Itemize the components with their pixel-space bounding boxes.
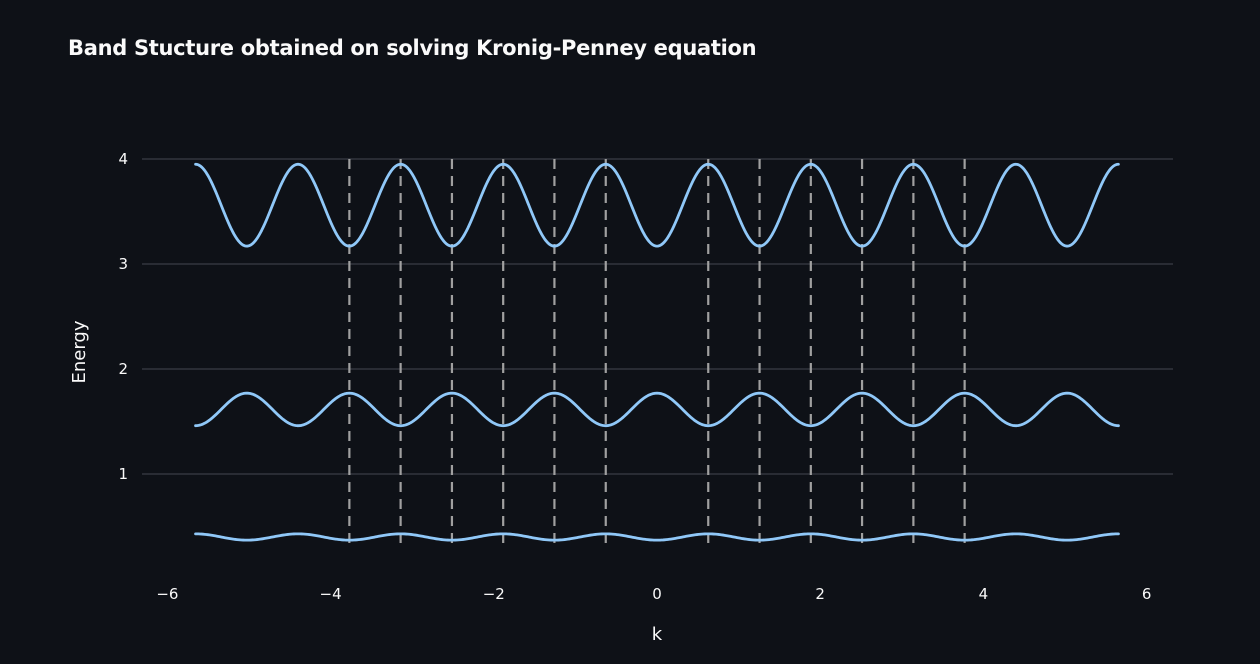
y-tick-label: 1	[118, 465, 128, 483]
x-tick-label: 2	[815, 585, 825, 603]
tick-labels: 1 2 3 4 −6 −4 −2 0 2 4 6	[118, 150, 1151, 603]
band-line[interactable]	[194, 162, 1120, 248]
band-lines[interactable]	[194, 162, 1120, 542]
chart-title: Band Stucture obtained on solving Kronig…	[68, 36, 757, 60]
band-line[interactable]	[194, 532, 1120, 542]
band-line[interactable]	[194, 391, 1120, 428]
x-tick-label: 4	[979, 585, 989, 603]
gridlines	[142, 158, 1173, 475]
y-axis-label: Energy	[69, 320, 90, 383]
x-tick-label: −4	[320, 585, 342, 603]
x-axis-label: k	[652, 624, 663, 645]
y-tick-label: 3	[118, 255, 128, 273]
vertical-guides	[348, 159, 966, 546]
x-tick-label: 0	[652, 585, 662, 603]
x-tick-label: −2	[483, 585, 505, 603]
x-tick-label: 6	[1142, 585, 1152, 603]
y-tick-label: 2	[118, 360, 128, 378]
x-tick-label: −6	[156, 585, 178, 603]
y-tick-label: 4	[118, 150, 128, 168]
